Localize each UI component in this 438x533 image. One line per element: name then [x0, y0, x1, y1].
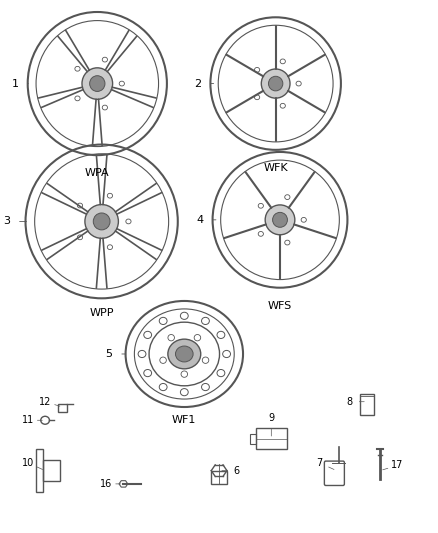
Bar	[58, 405, 67, 413]
Text: 5: 5	[106, 349, 113, 359]
Text: WPP: WPP	[89, 308, 114, 318]
Ellipse shape	[265, 205, 295, 235]
Ellipse shape	[102, 105, 107, 110]
Ellipse shape	[93, 213, 110, 230]
Ellipse shape	[82, 68, 113, 99]
Ellipse shape	[85, 205, 118, 238]
Text: 6: 6	[233, 466, 240, 475]
Text: 7: 7	[316, 458, 322, 467]
Ellipse shape	[119, 81, 124, 86]
Ellipse shape	[268, 76, 283, 91]
Ellipse shape	[168, 335, 174, 341]
Ellipse shape	[280, 59, 286, 64]
Ellipse shape	[176, 346, 193, 362]
Ellipse shape	[107, 245, 113, 249]
Ellipse shape	[180, 312, 188, 319]
Text: WFS: WFS	[268, 301, 292, 311]
Text: 16: 16	[100, 479, 112, 489]
Ellipse shape	[78, 203, 83, 208]
Ellipse shape	[296, 81, 301, 86]
Ellipse shape	[201, 317, 209, 325]
Bar	[43, 460, 60, 481]
Ellipse shape	[194, 335, 201, 341]
Text: 1: 1	[12, 78, 19, 88]
Text: 11: 11	[21, 415, 34, 425]
Ellipse shape	[144, 369, 152, 377]
Text: 17: 17	[391, 461, 404, 470]
Ellipse shape	[217, 369, 225, 377]
Ellipse shape	[217, 332, 225, 338]
Ellipse shape	[202, 357, 209, 364]
Text: WPA: WPA	[85, 168, 110, 179]
Ellipse shape	[159, 317, 167, 325]
Ellipse shape	[201, 383, 209, 391]
Ellipse shape	[138, 350, 146, 358]
Ellipse shape	[160, 357, 166, 364]
Text: 9: 9	[268, 413, 274, 423]
Ellipse shape	[280, 103, 286, 108]
Ellipse shape	[254, 95, 260, 100]
Ellipse shape	[272, 212, 287, 227]
Text: 12: 12	[39, 397, 51, 407]
Ellipse shape	[285, 195, 290, 199]
Ellipse shape	[258, 204, 263, 208]
Ellipse shape	[168, 339, 201, 369]
Bar	[256, 428, 286, 449]
Ellipse shape	[285, 240, 290, 245]
Text: 3: 3	[4, 216, 11, 227]
Ellipse shape	[107, 193, 113, 198]
Ellipse shape	[75, 67, 80, 71]
Ellipse shape	[90, 76, 105, 92]
Text: WF1: WF1	[172, 415, 197, 425]
Ellipse shape	[159, 383, 167, 391]
Ellipse shape	[78, 235, 83, 240]
Ellipse shape	[102, 57, 107, 62]
Text: WFK: WFK	[263, 163, 288, 173]
Bar	[250, 433, 256, 444]
Ellipse shape	[261, 69, 290, 98]
Bar	[36, 449, 43, 492]
Text: 10: 10	[21, 458, 34, 467]
Ellipse shape	[301, 217, 306, 222]
Text: 4: 4	[197, 215, 204, 225]
Ellipse shape	[181, 371, 187, 377]
Ellipse shape	[223, 350, 230, 358]
Text: 8: 8	[346, 397, 353, 407]
Ellipse shape	[144, 332, 152, 338]
Ellipse shape	[75, 96, 80, 101]
Text: 2: 2	[194, 78, 202, 88]
Ellipse shape	[258, 231, 263, 236]
Ellipse shape	[254, 68, 260, 72]
Ellipse shape	[180, 389, 188, 395]
Ellipse shape	[126, 219, 131, 224]
